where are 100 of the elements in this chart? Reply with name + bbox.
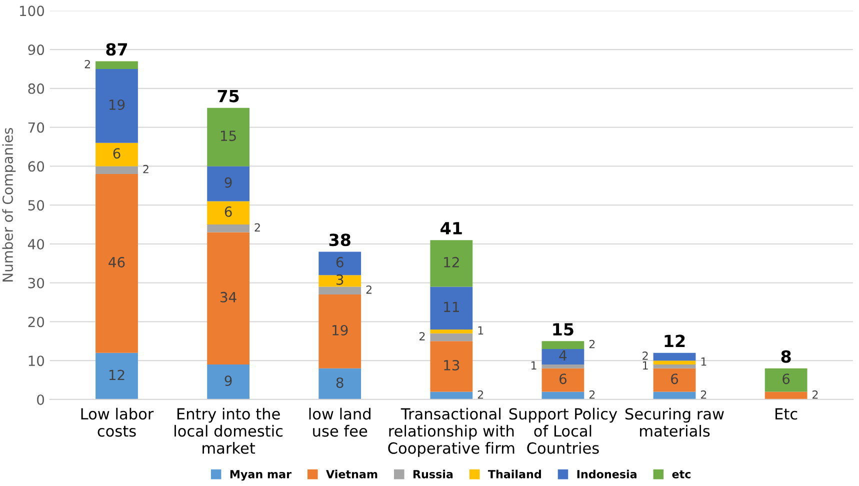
data-label: 2 <box>589 340 595 348</box>
bar <box>96 352 138 400</box>
y-tick-label: 90 <box>28 44 44 56</box>
bar <box>542 348 584 364</box>
data-label: 6 <box>113 148 120 159</box>
x-tick-label: Etc <box>776 408 798 420</box>
data-label: 19 <box>109 99 125 110</box>
data-label: 3 <box>336 274 344 285</box>
bar <box>430 341 473 392</box>
bar <box>542 364 584 368</box>
data-label: 11 <box>444 302 459 312</box>
data-label: 2 <box>478 390 484 399</box>
bar <box>207 108 250 166</box>
data-label: 2 <box>642 352 648 360</box>
data-label: 9 <box>224 376 232 386</box>
data-label: 6 <box>224 206 232 217</box>
data-label: 2 <box>254 223 260 232</box>
y-tick-label: 30 <box>28 278 44 288</box>
data-label: 8 <box>336 377 344 388</box>
bar <box>430 333 473 342</box>
data-label: 2 <box>84 60 90 68</box>
x-tick-label: Securing raw materials <box>625 408 724 437</box>
bar <box>207 201 250 225</box>
data-label: 2 <box>700 390 706 399</box>
x-tick-label: Low labor costs <box>81 408 154 437</box>
data-label: 6 <box>336 256 344 268</box>
y-tick-label: 100 <box>20 6 44 16</box>
bar <box>542 341 584 349</box>
x-tick-label: Entry into the local domestic market <box>174 408 283 454</box>
y-tick-label: 10 <box>28 356 44 366</box>
legend-label: Indonesia <box>577 470 636 478</box>
y-tick-label: 40 <box>28 238 44 250</box>
data-label: 2 <box>366 285 372 294</box>
y-tick-label: 20 <box>28 316 44 328</box>
data-label: 1 <box>531 361 536 370</box>
data-label: 9 <box>224 177 232 188</box>
data-label: 1 <box>643 361 648 370</box>
bar <box>318 368 362 400</box>
bar <box>318 275 362 287</box>
data-label: 6 <box>782 374 790 384</box>
bar <box>542 368 584 392</box>
y-tick-label: 70 <box>28 122 44 133</box>
bar <box>430 330 473 334</box>
bar <box>653 360 696 364</box>
bar <box>207 224 250 232</box>
bar <box>653 368 696 392</box>
y-tick-label: 50 <box>28 200 44 211</box>
bar <box>653 352 696 361</box>
bar <box>653 364 696 368</box>
bar <box>96 174 138 353</box>
bar <box>653 392 696 400</box>
data-label: 2 <box>143 164 148 174</box>
data-label: 2 <box>812 390 818 399</box>
bar <box>318 286 362 295</box>
total-label: 75 <box>218 90 239 102</box>
data-label: 34 <box>220 292 236 302</box>
total-label: 41 <box>440 222 462 234</box>
bar <box>207 232 250 364</box>
bar <box>207 364 250 400</box>
total-label: 8 <box>781 350 791 363</box>
data-label: 46 <box>108 256 125 268</box>
data-label: 1 <box>701 358 706 366</box>
data-label: 15 <box>220 130 236 142</box>
legend-label: Russia <box>413 470 453 478</box>
data-label: 6 <box>671 374 678 384</box>
legend-label: Myan mar <box>230 470 292 481</box>
data-label: 19 <box>332 324 348 336</box>
data-label: 2 <box>589 390 595 399</box>
total-label: 87 <box>106 43 128 56</box>
total-label: 38 <box>329 234 350 246</box>
bar <box>318 294 362 368</box>
y-axis-title: Number of Companies <box>2 128 16 282</box>
data-label: 13 <box>444 360 460 370</box>
data-label: 2 <box>419 332 425 340</box>
legend-label: Vietnam <box>326 470 378 478</box>
bar <box>430 240 473 287</box>
bar <box>96 142 138 166</box>
bar <box>542 392 584 400</box>
total-label: 15 <box>553 323 574 336</box>
bar <box>318 252 362 276</box>
x-tick-label: low land use fee <box>309 408 370 437</box>
bar <box>764 368 808 392</box>
data-label: 4 <box>559 350 567 361</box>
legend-label: etc <box>672 470 690 478</box>
bar <box>764 392 808 400</box>
bar <box>207 166 250 202</box>
bar <box>430 392 473 400</box>
total-label: 12 <box>664 334 685 348</box>
y-tick-label: 60 <box>28 161 44 172</box>
bar <box>430 286 473 330</box>
bar <box>96 166 138 174</box>
bar <box>96 61 138 70</box>
data-label: 12 <box>444 256 459 268</box>
data-label: 1 <box>478 326 484 335</box>
bar <box>96 69 138 143</box>
data-label: 12 <box>109 370 124 380</box>
y-tick-label: 80 <box>28 83 44 94</box>
data-label: 6 <box>560 374 566 384</box>
y-tick-label: 0 <box>37 394 44 405</box>
legend-label: Thailand <box>488 470 541 478</box>
